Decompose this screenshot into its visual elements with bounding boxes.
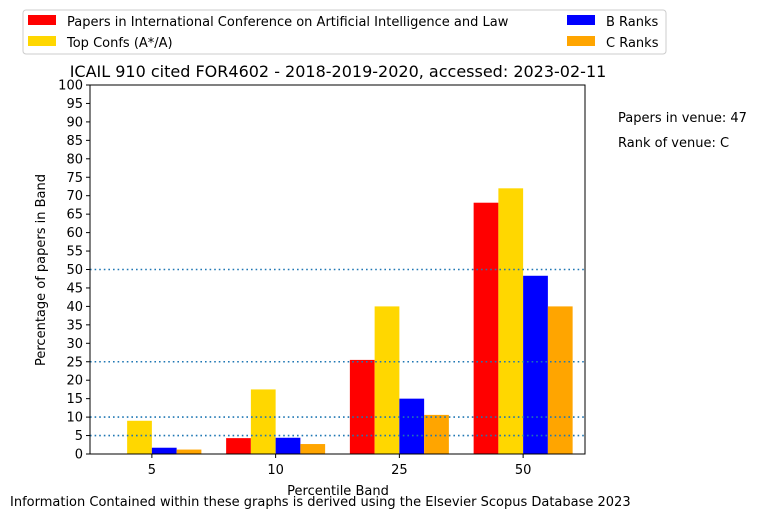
y-tick-label: 15 xyxy=(66,392,83,407)
y-tick-label: 100 xyxy=(58,79,83,94)
legend-box xyxy=(22,9,667,55)
y-tick-label: 50 xyxy=(66,263,83,278)
legend-label: Papers in International Conference on Ar… xyxy=(67,15,509,30)
legend-label: C Ranks xyxy=(606,36,659,51)
bar-top-confs-a-a-5 xyxy=(127,420,152,454)
y-tick-label: 70 xyxy=(66,189,83,204)
legend-label: B Ranks xyxy=(606,15,659,30)
y-tick-label: 75 xyxy=(66,171,83,186)
y-axis: 0 5 10 15 20 25 30 35 40 45 50 55 60 65 70 75 80 85 90 95 10… xyxy=(58,79,90,463)
bar-c-ranks-50 xyxy=(547,306,573,454)
y-tick-label: 60 xyxy=(66,226,83,241)
y-tick-label: 65 xyxy=(66,208,83,223)
x-axis-label: Percentile Band xyxy=(287,484,389,499)
y-tick-label: 80 xyxy=(66,152,83,167)
legend: Papers in International Conference on Ar… xyxy=(22,9,667,55)
x-axis: 5 10 25 50 xyxy=(148,454,532,478)
y-tick-label: 55 xyxy=(66,245,83,260)
legend-swatch xyxy=(28,36,56,46)
legend-label: Top Confs (A*/A) xyxy=(66,36,173,51)
bar-papers-in-international-conference-on-artificial-intelligence-and-law-10 xyxy=(226,438,251,454)
bar-papers-in-international-conference-on-artificial-intelligence-and-law-50 xyxy=(473,202,499,454)
bar-top-confs-a-a-50 xyxy=(498,188,524,454)
bar-b-ranks-50 xyxy=(523,275,548,454)
y-tick-label: 85 xyxy=(66,134,83,149)
bar-c-ranks-25 xyxy=(424,414,449,454)
chart-title: ICAIL 910 cited FOR4602 - 2018-2019-2020… xyxy=(70,62,607,81)
legend-swatch xyxy=(28,15,56,25)
bar-c-ranks-5 xyxy=(176,449,202,454)
x-tick-label: 25 xyxy=(391,463,408,478)
bar-b-ranks-10 xyxy=(275,437,301,454)
x-tick-label: 10 xyxy=(267,463,284,478)
papers-in-venue-note: Papers in venue: 47 xyxy=(618,111,747,126)
y-tick-label: 40 xyxy=(66,300,83,315)
y-tick-label: 20 xyxy=(66,374,83,389)
bar-top-confs-a-a-10 xyxy=(250,389,276,454)
y-tick-label: 95 xyxy=(66,97,83,112)
bar-top-confs-a-a-25 xyxy=(374,306,400,454)
bar-papers-in-international-conference-on-artificial-intelligence-and-law-25 xyxy=(349,359,375,454)
plot-area xyxy=(89,84,586,455)
y-tick-label: 0 xyxy=(75,448,83,463)
footer-note: Information Contained within these graph… xyxy=(10,495,631,510)
y-tick-label: 30 xyxy=(66,337,83,352)
y-tick-label: 90 xyxy=(66,115,83,130)
x-tick-label: 50 xyxy=(515,463,532,478)
legend-swatch xyxy=(567,15,595,25)
bar-c-ranks-10 xyxy=(300,444,326,454)
x-tick-label: 5 xyxy=(148,463,156,478)
rank-of-venue-note: Rank of venue: C xyxy=(618,136,730,151)
y-tick-label: 45 xyxy=(66,281,83,296)
y-tick-label: 25 xyxy=(66,355,83,370)
bar-b-ranks-5 xyxy=(151,447,177,454)
y-tick-label: 35 xyxy=(66,318,83,333)
legend-swatch xyxy=(567,36,595,46)
y-tick-label: 10 xyxy=(66,411,83,426)
y-axis-label: Percentage of papers in Band xyxy=(34,174,49,366)
y-tick-label: 5 xyxy=(75,429,83,444)
bar-b-ranks-25 xyxy=(399,398,425,454)
